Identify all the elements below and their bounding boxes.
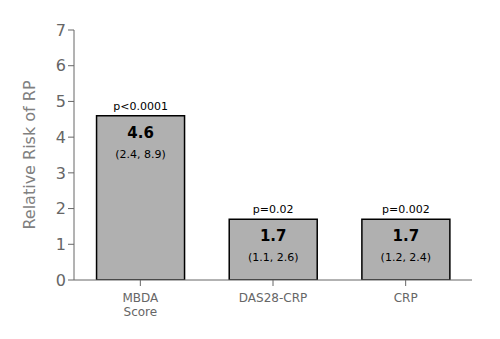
svg-text:1.7: 1.7 xyxy=(260,227,287,245)
svg-text:(1.2, 2.4): (1.2, 2.4) xyxy=(381,251,432,264)
svg-text:1: 1 xyxy=(56,235,66,254)
svg-text:p<0.0001: p<0.0001 xyxy=(113,100,168,113)
svg-text:4.6: 4.6 xyxy=(127,124,154,142)
svg-text:CRP: CRP xyxy=(394,291,418,305)
svg-text:5: 5 xyxy=(56,92,66,111)
svg-text:p=0.02: p=0.02 xyxy=(253,203,294,216)
svg-text:4: 4 xyxy=(56,128,66,147)
svg-text:(1.1, 2.6): (1.1, 2.6) xyxy=(248,251,299,264)
svg-text:Relative Risk of RP: Relative Risk of RP xyxy=(20,80,39,229)
svg-text:MBDAScore: MBDAScore xyxy=(122,291,159,319)
svg-text:7: 7 xyxy=(56,21,66,40)
svg-text:6: 6 xyxy=(56,56,66,75)
svg-text:1.7: 1.7 xyxy=(393,227,420,245)
svg-text:0: 0 xyxy=(56,271,66,290)
svg-text:p=0.002: p=0.002 xyxy=(382,203,430,216)
svg-text:DAS28-CRP: DAS28-CRP xyxy=(239,291,307,305)
svg-text:2: 2 xyxy=(56,199,66,218)
svg-text:(2.4, 8.9): (2.4, 8.9) xyxy=(115,148,166,161)
svg-text:3: 3 xyxy=(56,164,66,183)
